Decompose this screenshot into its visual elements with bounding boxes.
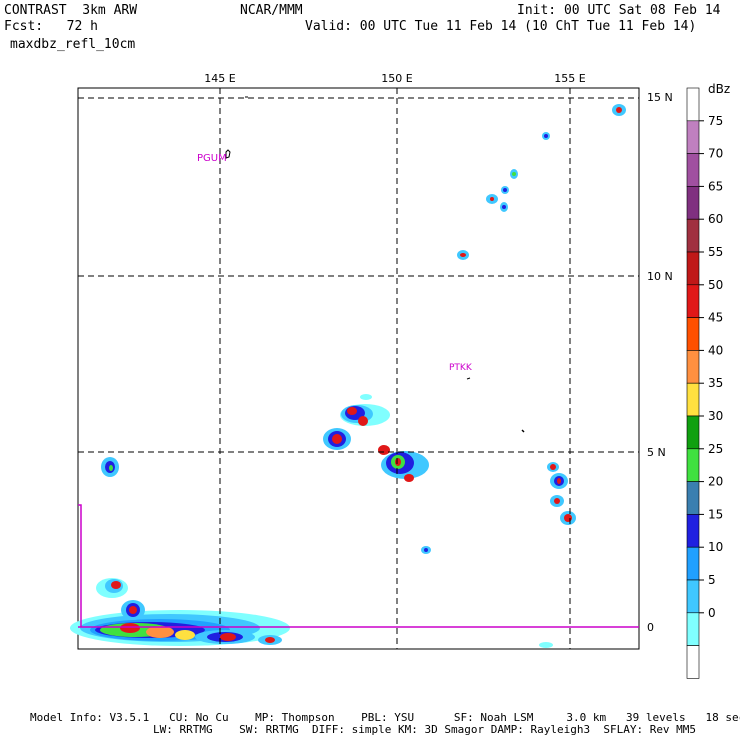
colorbar-swatch — [686, 186, 700, 220]
colorbar-swatches — [686, 87, 700, 679]
lon-label-155: 155 E — [554, 72, 585, 85]
init-time: Init: 00 UTC Sat 08 Feb 14 — [517, 3, 721, 18]
colorbar-swatch — [686, 382, 700, 417]
model-info-line1: Model Info: V3.5.1 CU: No Cu MP: Thompso… — [30, 711, 740, 724]
colorbar-swatch — [686, 284, 700, 318]
forecast-hour: Fcst: 72 h — [4, 19, 98, 34]
echo-chain-north — [457, 104, 626, 648]
echo-cells — [70, 104, 626, 648]
lon-label-150: 150 E — [381, 72, 412, 85]
colorbar-swatch — [686, 481, 700, 515]
map-frame — [77, 87, 640, 650]
colorbar-swatch — [686, 350, 700, 384]
colorbar-tick-label: 15 — [708, 507, 723, 521]
colorbar-tick-label: 25 — [708, 442, 723, 456]
colorbar-unit: dBz — [708, 82, 730, 96]
colorbar-tick-label: 10 — [708, 540, 723, 554]
echo-chain-155e — [547, 462, 576, 525]
truk-island-icon — [466, 377, 471, 380]
echo-cluster-central — [323, 394, 390, 450]
colorbar-tick-label: 30 — [708, 409, 723, 423]
colorbar-swatch — [686, 218, 700, 253]
colorbar-swatch — [686, 448, 700, 482]
guam-island-icon — [225, 149, 231, 159]
colorbar-tick-label: 45 — [708, 311, 723, 325]
model-info-line2: LW: RRTMG SW: RRTMG DIFF: simple KM: 3D … — [153, 723, 697, 736]
lat-label-15n: 15 N — [647, 91, 673, 104]
lat-label-10n: 10 N — [647, 270, 673, 283]
colorbar-tick-label: 20 — [708, 475, 723, 489]
colorbar-swatch — [686, 612, 700, 646]
colorbar-swatch — [686, 645, 700, 679]
organization: NCAR/MMM — [240, 3, 303, 18]
colorbar-swatch — [686, 120, 700, 154]
boundary-line — [78, 504, 82, 627]
lat-label-0: 0 — [647, 621, 654, 634]
echo-cell-west — [101, 457, 119, 477]
colorbar-tick-label: 40 — [708, 343, 723, 357]
lat-lon-grid — [78, 88, 639, 649]
colorbar-tick-label: 70 — [708, 147, 723, 161]
colorbar-swatch — [686, 514, 700, 548]
colorbar-tick-label: 0 — [708, 606, 716, 620]
colorbar-tick-label: 35 — [708, 376, 723, 390]
colorbar-swatch — [686, 251, 700, 286]
lat-label-5n: 5 N — [647, 446, 666, 459]
colorbar-swatch — [686, 317, 700, 351]
colorbar-tick-label: 5 — [708, 573, 716, 587]
field-name: maxdbz_refl_10cm — [10, 37, 136, 52]
station-label-pgum: PGUM — [197, 153, 227, 164]
lon-label-145: 145 E — [204, 72, 235, 85]
station-label-ptkk: PTKK — [449, 363, 473, 373]
valid-time: Valid: 00 UTC Tue 11 Feb 14 (10 ChT Tue … — [305, 19, 697, 34]
echo-band-equator — [70, 578, 290, 646]
colorbar-tick-label: 65 — [708, 179, 723, 193]
colorbar-tick-label: 50 — [708, 278, 723, 292]
colorbar-tick-label: 75 — [708, 114, 723, 128]
colorbar-swatch — [686, 415, 700, 450]
colorbar-tick-label: 60 — [708, 212, 723, 226]
colorbar-swatch — [686, 579, 700, 614]
colorbar-swatch — [686, 546, 700, 581]
colorbar-swatch — [686, 87, 700, 122]
colorbar-tick-label: 55 — [708, 245, 723, 259]
pohnpei-island-icon — [521, 429, 525, 433]
colorbar-swatch — [686, 153, 700, 187]
model-title: CONTRAST 3km ARW — [4, 3, 138, 18]
